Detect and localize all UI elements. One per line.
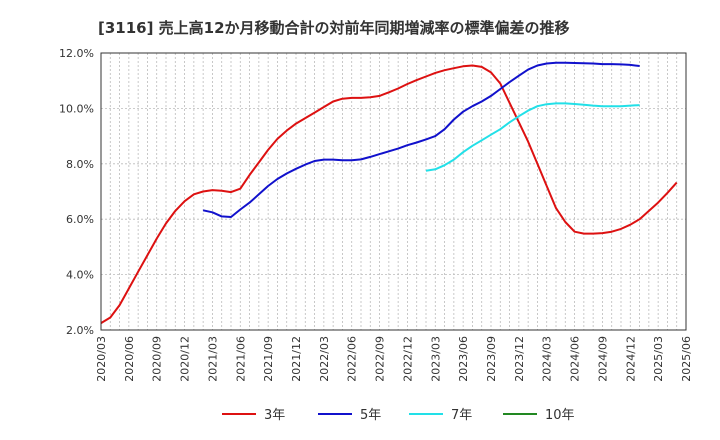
grid bbox=[101, 53, 686, 330]
x-tick-label: 2022/12 bbox=[401, 336, 414, 382]
y-tick-label: 4.0% bbox=[66, 269, 94, 282]
x-tick-label: 2022/03 bbox=[318, 336, 331, 382]
y-tick-label: 10.0% bbox=[59, 102, 94, 115]
y-tick-label: 8.0% bbox=[66, 158, 94, 171]
x-tick-label: 2020/06 bbox=[123, 336, 136, 382]
x-tick-label: 2024/09 bbox=[596, 336, 609, 382]
series-line-5年 bbox=[202, 61, 640, 218]
y-tick-label: 12.0% bbox=[59, 47, 94, 60]
x-tick-label: 2021/09 bbox=[262, 336, 275, 382]
x-tick-label: 2022/06 bbox=[346, 336, 359, 382]
legend-label: 5年 bbox=[360, 408, 381, 423]
x-tick-label: 2020/12 bbox=[179, 336, 192, 382]
series-line-3年 bbox=[100, 64, 678, 324]
x-tick-label: 2021/12 bbox=[290, 336, 303, 382]
x-tick-label: 2023/03 bbox=[429, 336, 442, 382]
x-axis-ticks: 2020/03 2020/06 2020/09 2020/12 2021/03 2021/… bbox=[95, 336, 693, 382]
x-tick-label: 2021/06 bbox=[234, 336, 247, 382]
y-axis-ticks: 2.0% 4.0% 6.0% 8.0% 10.0% 12.0% bbox=[59, 47, 94, 337]
x-tick-label: 2023/06 bbox=[457, 336, 470, 382]
y-tick-label: 2.0% bbox=[66, 324, 94, 337]
chart-title: [3116] 売上高12か月移動合計の対前年同期増減率の標準偏差の推移 bbox=[98, 19, 570, 37]
series-line-7年 bbox=[425, 102, 640, 172]
plot-frame bbox=[100, 52, 687, 331]
y-tick-label: 6.0% bbox=[66, 213, 94, 226]
x-tick-label: 2021/03 bbox=[206, 336, 219, 382]
legend-label: 3年 bbox=[264, 408, 285, 423]
x-tick-label: 2025/03 bbox=[652, 336, 665, 382]
x-tick-label: 2022/09 bbox=[374, 336, 387, 382]
x-tick-label: 2023/12 bbox=[513, 336, 526, 382]
legend-label: 7年 bbox=[451, 408, 472, 423]
x-tick-label: 2024/12 bbox=[624, 336, 637, 382]
x-tick-label: 2023/09 bbox=[485, 336, 498, 382]
x-tick-label: 2024/03 bbox=[541, 336, 554, 382]
series-lines bbox=[100, 61, 678, 324]
legend: 3年 5年 7年 10年 bbox=[222, 408, 575, 423]
x-tick-label: 2020/03 bbox=[95, 336, 108, 382]
legend-label: 10年 bbox=[545, 408, 575, 423]
x-tick-label: 2025/06 bbox=[680, 336, 693, 382]
x-tick-label: 2024/06 bbox=[569, 336, 582, 382]
x-tick-label: 2020/09 bbox=[151, 336, 164, 382]
